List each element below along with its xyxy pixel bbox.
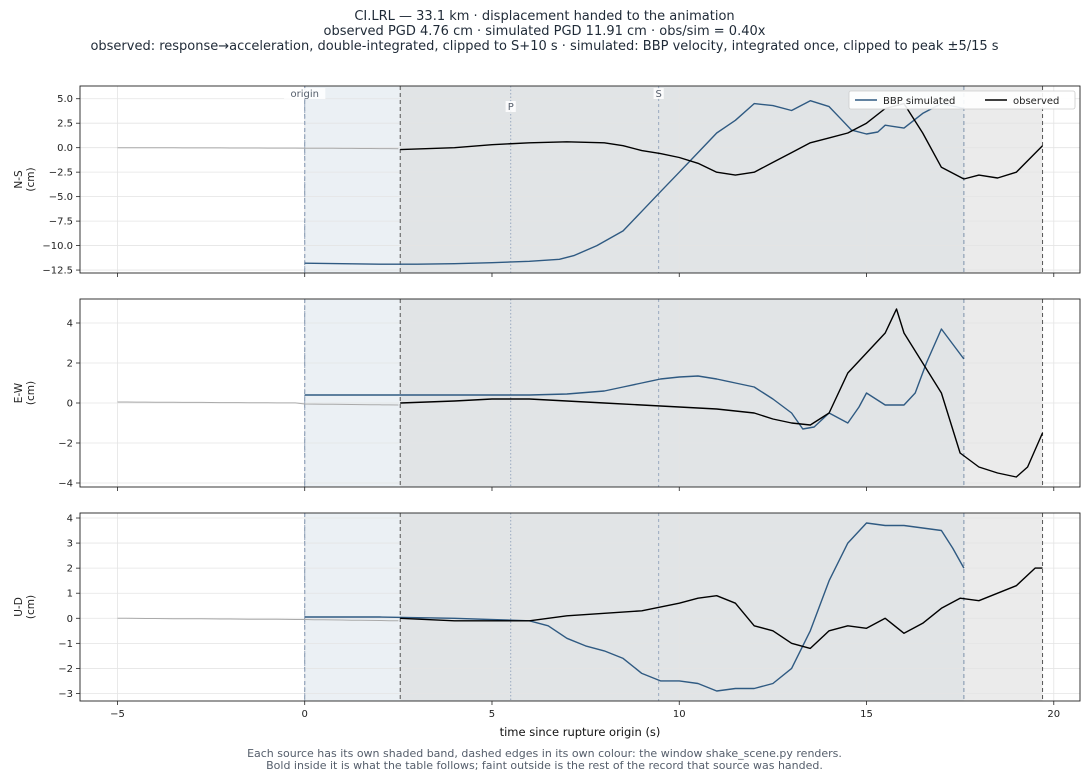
observed-window-band-u-d [400,513,1043,701]
observed-window-band-e-w [400,299,1043,487]
ytick-label-n-s: −12.5 [42,266,73,277]
xlabel: time since rupture origin (s) [500,725,661,739]
ytick-label-e-w: 4 [67,319,73,330]
ytick-label-n-s: −2.5 [49,168,73,179]
chart-title-line-3: observed: response→acceleration, double-… [90,39,999,54]
ytick-label-e-w: 0 [67,399,73,410]
ytick-label-e-w: −2 [58,439,73,450]
observed-line-n-s [400,102,1043,180]
marker-label-bg [284,88,326,99]
ytick-label-n-s: −7.5 [49,217,73,228]
faint-trace-n-s [117,147,399,150]
observed-line-u-d [400,567,1043,650]
marker-label-s: S [655,89,661,100]
ytick-label-u-d: 4 [67,514,73,525]
footer-note-line-1: Each source has its own shaded band, das… [247,747,842,760]
axes-frame-n-s [79,85,1081,274]
simulated-line-n-s [304,100,965,265]
simulated-line-e-w [304,328,965,430]
legend-label-observed: observed [1013,96,1059,107]
axes-frame-u-d [79,512,1081,702]
ytick-label-u-d: −3 [58,689,73,700]
marker-label-bg [653,88,664,99]
ytick-label-n-s: 0.0 [57,143,73,154]
observed-window-band-n-s [400,86,1043,273]
faint-trace-u-d [117,617,399,622]
ytick-label-n-s: 2.5 [57,119,73,130]
xtick-label: 10 [673,709,686,720]
xtick-label: 5 [489,709,495,720]
ytick-label-e-w: −4 [58,479,73,490]
ytick-label-e-w: 2 [67,359,73,370]
marker-label-origin: origin [290,89,318,100]
marker-label-bg [505,101,516,112]
xtick-label: −5 [110,709,125,720]
chart-title-line-1: CI.LRL — 33.1 km · displacement handed t… [354,9,735,24]
ytick-label-u-d: 0 [67,614,73,625]
observed-line-e-w [400,308,1044,478]
legend-box [848,90,1076,110]
ytick-label-u-d: −1 [58,639,73,650]
footer-note-line-2: Bold inside it is what the table follows… [266,759,823,772]
ytick-label-u-d: −2 [58,664,73,675]
axes-frame-e-w [79,298,1081,488]
ytick-label-u-d: 1 [67,589,73,600]
xtick-label: 0 [302,709,308,720]
ytick-label-u-d: 2 [67,564,73,575]
marker-label-p: P [508,102,514,113]
ytick-label-u-d: 3 [67,539,73,550]
simulated-line-u-d [304,522,965,692]
ylabel-n-s: N-S(cm) [13,167,37,191]
chart-title-line-2: observed PGD 4.76 cm · simulated PGD 11.… [323,24,766,39]
faint-trace-e-w [117,401,399,406]
ytick-label-n-s: −10.0 [42,241,73,252]
ytick-label-n-s: −5.0 [49,192,73,203]
ytick-label-n-s: 5.0 [57,94,73,105]
ylabel-u-d: U-D(cm) [13,595,37,619]
xtick-label: 15 [860,709,873,720]
legend-label-simulated: BBP simulated [883,96,955,107]
ylabel-e-w: E-W(cm) [13,381,37,405]
xtick-label: 20 [1047,709,1060,720]
